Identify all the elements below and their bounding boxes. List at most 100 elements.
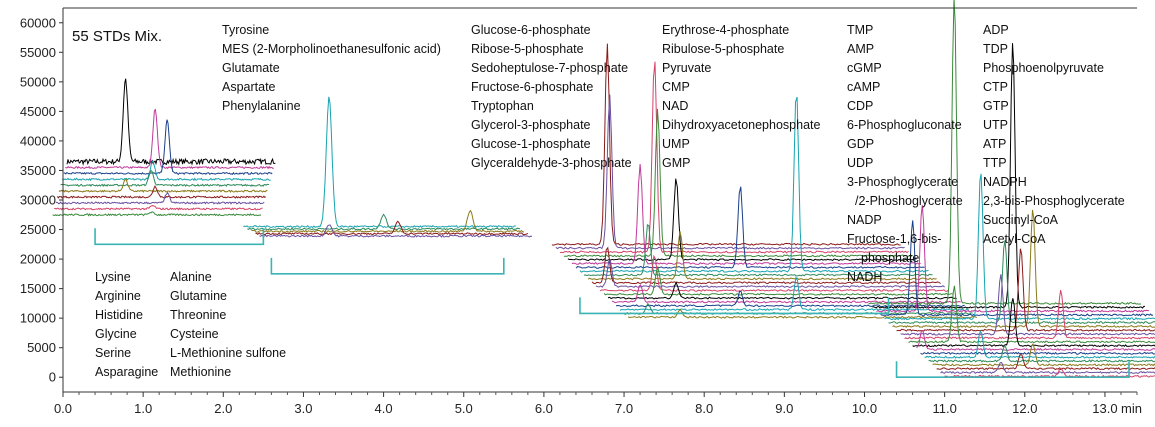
- compound-label: cAMP: [847, 80, 880, 94]
- compound-label: Asparagine: [95, 365, 158, 379]
- compound-label: 6-Phosphogluconate: [847, 118, 962, 132]
- compound-label: Pyruvate: [662, 61, 711, 75]
- chromatogram-trace: [603, 265, 953, 296]
- chromatogram-trace: [615, 290, 965, 308]
- y-tick-label: 10000: [20, 311, 56, 326]
- chromatogram-trace: [607, 281, 957, 300]
- chromatogram-trace: [251, 209, 525, 234]
- x-tick-label: 11.0: [932, 401, 956, 416]
- chromatogram-trace: [61, 160, 271, 182]
- chromatogram-trace: [920, 351, 1155, 355]
- compound-label: Glycerol-3-phosphate: [471, 118, 591, 132]
- y-tick-label: 35000: [20, 163, 56, 178]
- axes: 0 5000 10000 15000 20000 25000 30000 35000 40000…: [20, 7, 1138, 416]
- chromatogram-trace: [56, 185, 267, 199]
- chromatogram-trace: [60, 170, 270, 188]
- chromatogram-trace: [591, 246, 941, 285]
- compound-label: Glutamate: [222, 61, 280, 75]
- x-axis-unit-label: min: [1121, 401, 1142, 416]
- compound-label: GDP: [847, 137, 874, 151]
- compound-label: Alanine: [170, 270, 212, 284]
- group-bracket: [270, 257, 505, 275]
- compound-label: Methionine: [170, 365, 231, 379]
- compound-label: ADP: [983, 23, 1009, 37]
- y-tick-label: 25000: [20, 222, 56, 237]
- chromatogram-trace: [888, 240, 1155, 325]
- x-tick-label: 4.0: [375, 401, 393, 416]
- bracket-layer: [94, 228, 1130, 379]
- chromatogram-trace: [575, 186, 925, 269]
- compound-label: Histidine: [95, 308, 143, 322]
- compound-label: phosphate: [861, 251, 919, 265]
- compound-label: AMP: [847, 42, 874, 56]
- chromatogram-trace: [587, 230, 937, 281]
- x-tick-label: 2.0: [214, 401, 232, 416]
- compound-label: GTP: [983, 99, 1009, 113]
- compound-label: Fructose-6-phosphate: [471, 80, 593, 94]
- compound-label: Glucose-6-phosphate: [471, 23, 591, 37]
- chromatogram-trace: [63, 119, 273, 176]
- compound-label: Fructose-1,6-bis-: [847, 232, 941, 246]
- chromatogram-trace: [916, 330, 1155, 352]
- compound-label: Dihydroxyacetonephosphate: [662, 118, 820, 132]
- compound-label: L-Methionine sulfone: [170, 346, 286, 360]
- trace-layer: [52, 0, 1155, 378]
- x-tick-label: 9.0: [775, 401, 793, 416]
- compound-label: Acetyl-CoA: [983, 232, 1046, 246]
- y-tick-label: 50000: [20, 74, 56, 89]
- compound-label: Ribulose-5-phosphate: [662, 42, 784, 56]
- compound-label: MES (2-Morpholinoethanesulfonic acid): [222, 42, 441, 56]
- chromatogram-trace: [58, 178, 268, 193]
- chromatogram-trace: [924, 330, 1155, 359]
- chromatogram-trace: [940, 361, 1155, 374]
- compound-label: Phosphoenolpyruvate: [983, 61, 1104, 75]
- y-tick-label: 30000: [20, 193, 56, 208]
- group-bracket: [895, 361, 1130, 379]
- compound-label: Erythrose-4-phosphate: [662, 23, 789, 37]
- chromatogram-trace: [936, 353, 1155, 371]
- y-tick-label: 15000: [20, 281, 56, 296]
- y-tick-label: 20000: [20, 252, 56, 267]
- chromatogram-trace: [65, 108, 274, 170]
- compound-label: CDP: [847, 99, 873, 113]
- x-tick-label: 0.0: [54, 401, 72, 416]
- compound-label: UMP: [662, 137, 690, 151]
- compound-label: Glutamine: [170, 289, 227, 303]
- chart-title: 55 STDs Mix.: [72, 28, 162, 45]
- compound-label-layer: Lysine Arginine Histidine Glycine Serine Aspa…: [95, 23, 1125, 379]
- compound-label: Glucose-1-phosphate: [471, 137, 591, 151]
- chromatogram-trace: [259, 224, 532, 238]
- y-tick-label: 60000: [20, 15, 56, 30]
- y-tick-label: 40000: [20, 133, 56, 148]
- chromatogram-trace: [892, 209, 1155, 328]
- compound-label: Succinyl-CoA: [983, 213, 1059, 227]
- compound-label: Cysteine: [170, 327, 219, 341]
- y-tick-label: 5000: [27, 340, 56, 355]
- compound-label: Arginine: [95, 289, 141, 303]
- compound-label: 2,3-bis-Phosphoglycerate: [983, 194, 1125, 208]
- compound-label: NADP: [847, 213, 882, 227]
- compound-label: Sedoheptulose-7-phosphate: [471, 61, 628, 75]
- compound-label: Serine: [95, 346, 131, 360]
- chromatogram-trace: [52, 211, 262, 217]
- chromatogram-trace: [619, 275, 970, 312]
- compound-label: TTP: [983, 156, 1007, 170]
- compound-label: NAD: [662, 99, 688, 113]
- x-tick-label: 8.0: [695, 401, 713, 416]
- chromatogram-trace: [928, 345, 1155, 363]
- x-tick-label: 1.0: [134, 401, 152, 416]
- chromatogram-trace: [54, 204, 263, 211]
- chromatogram-trace: [868, 0, 1141, 306]
- compound-label: TDP: [983, 42, 1008, 56]
- compound-label: CTP: [983, 80, 1008, 94]
- compound-label: UDP: [847, 156, 873, 170]
- chromatogram-trace: [559, 61, 909, 254]
- compound-label: Phenylalanine: [222, 99, 301, 113]
- compound-label: Glycine: [95, 327, 137, 341]
- compound-label: UTP: [983, 118, 1008, 132]
- compound-label: CMP: [662, 80, 690, 94]
- chromatogram-trace: [563, 108, 913, 258]
- chromatogram-trace: [932, 342, 1155, 367]
- compound-label: Aspartate: [222, 80, 276, 94]
